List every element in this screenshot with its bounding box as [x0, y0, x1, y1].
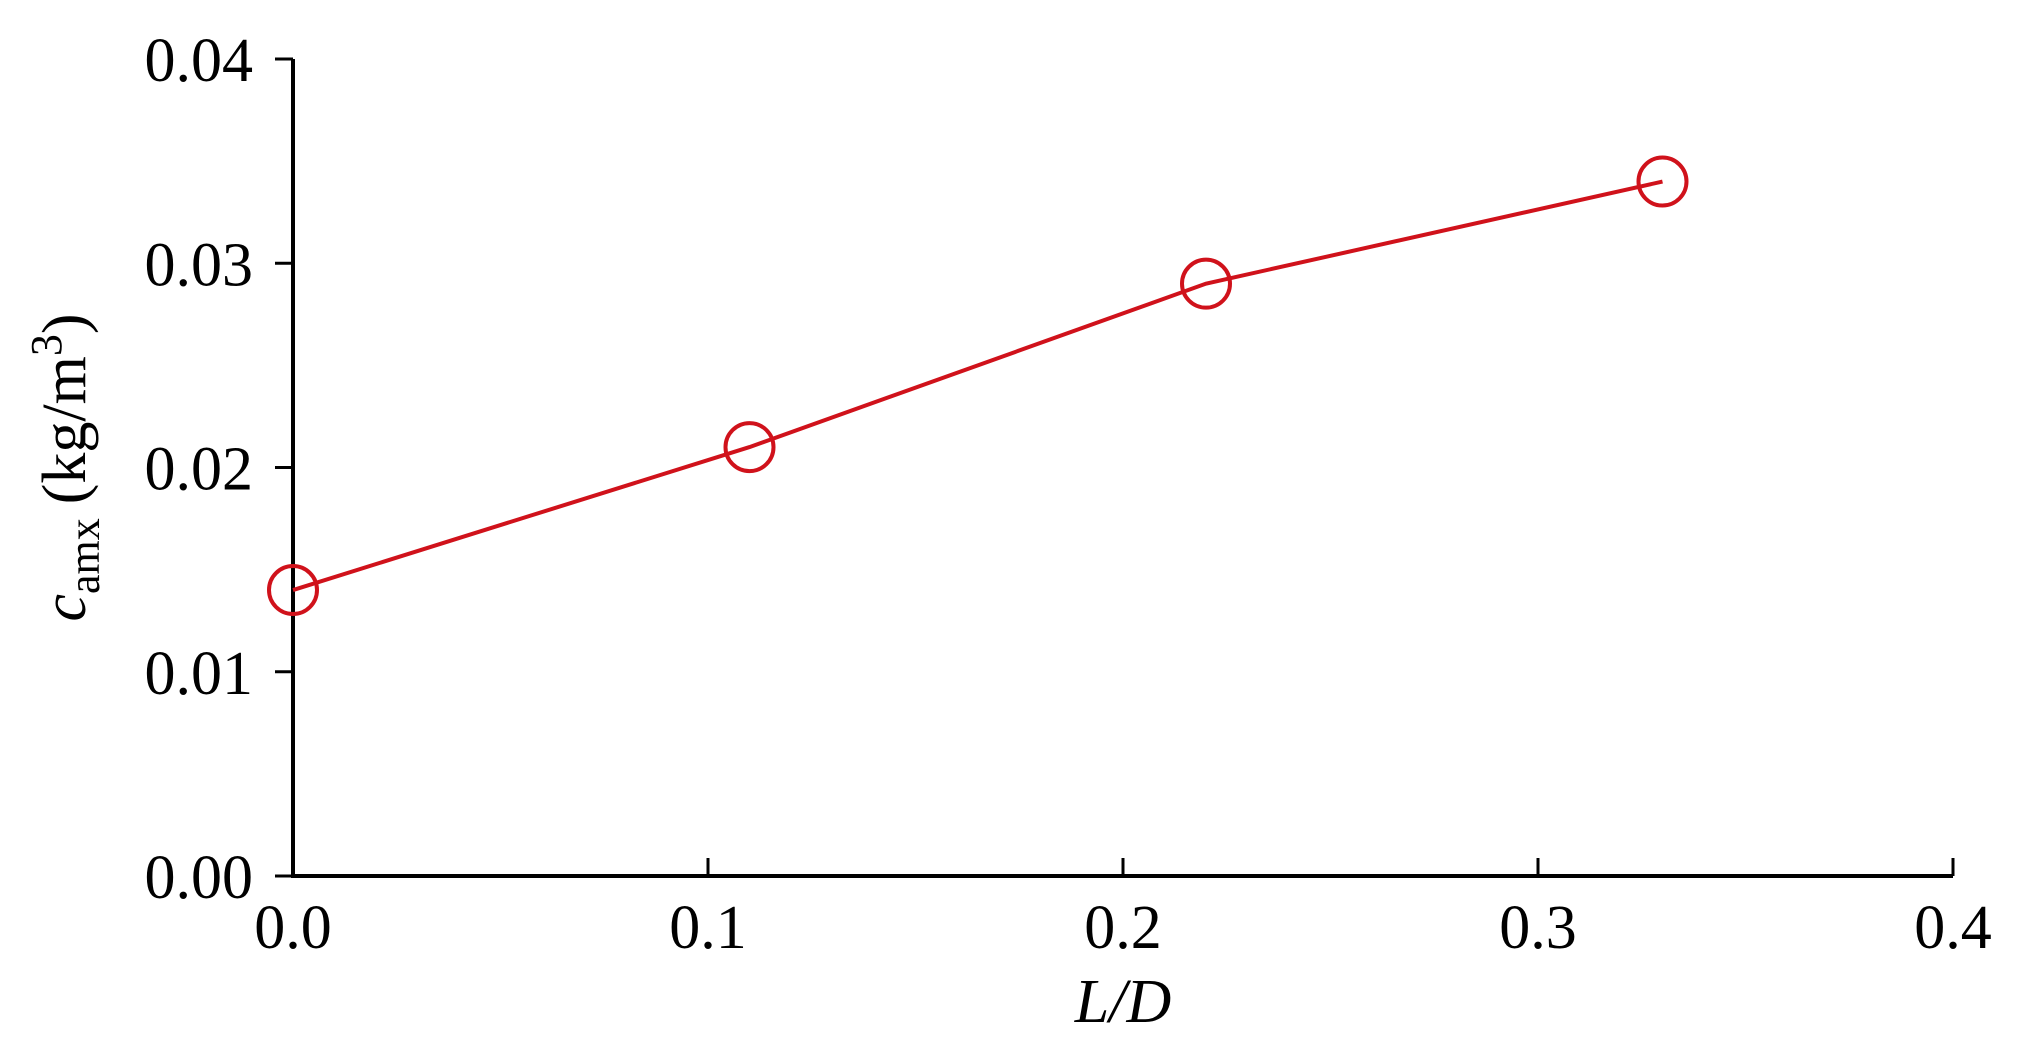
y-axis-ticks: 0.00 0.01 0.02 0.03 0.04	[145, 27, 293, 912]
series-0-point-3	[1636, 155, 1689, 208]
x-tick-label-3: 0.3	[1499, 894, 1577, 962]
y-axis-unit-suffix: )	[31, 313, 99, 334]
series-0-point-1	[723, 421, 776, 474]
y-axis-unit-superscript: 3	[22, 334, 71, 356]
y-axis-unit-prefix: (kg/m	[31, 356, 99, 504]
series-layer	[267, 155, 1689, 617]
y-tick-label-2: 0.02	[145, 436, 254, 504]
series-0-point-0	[267, 564, 319, 617]
y-axis-title: camx (kg/m3)	[22, 313, 109, 621]
x-tick-label-1: 0.1	[669, 894, 747, 962]
x-axis-ticks: 0.0 0.1 0.2 0.3 0.4	[254, 858, 1992, 962]
series-0-point-2	[1180, 257, 1232, 310]
x-axis-title: L/D	[1074, 968, 1171, 1036]
y-tick-label-4: 0.04	[145, 27, 254, 95]
y-axis-symbol: c	[31, 594, 99, 622]
x-tick-label-0: 0.0	[254, 894, 332, 962]
y-tick-label-1: 0.01	[145, 640, 254, 708]
series-0-line	[292, 179, 1663, 592]
y-tick-label-3: 0.03	[145, 231, 254, 299]
x-tick-label-2: 0.2	[1084, 894, 1162, 962]
y-tick-label-0: 0.00	[145, 844, 254, 912]
x-tick-label-4: 0.4	[1914, 894, 1992, 962]
axes-frame	[291, 59, 1953, 878]
y-axis-subscript: amx	[60, 518, 109, 594]
